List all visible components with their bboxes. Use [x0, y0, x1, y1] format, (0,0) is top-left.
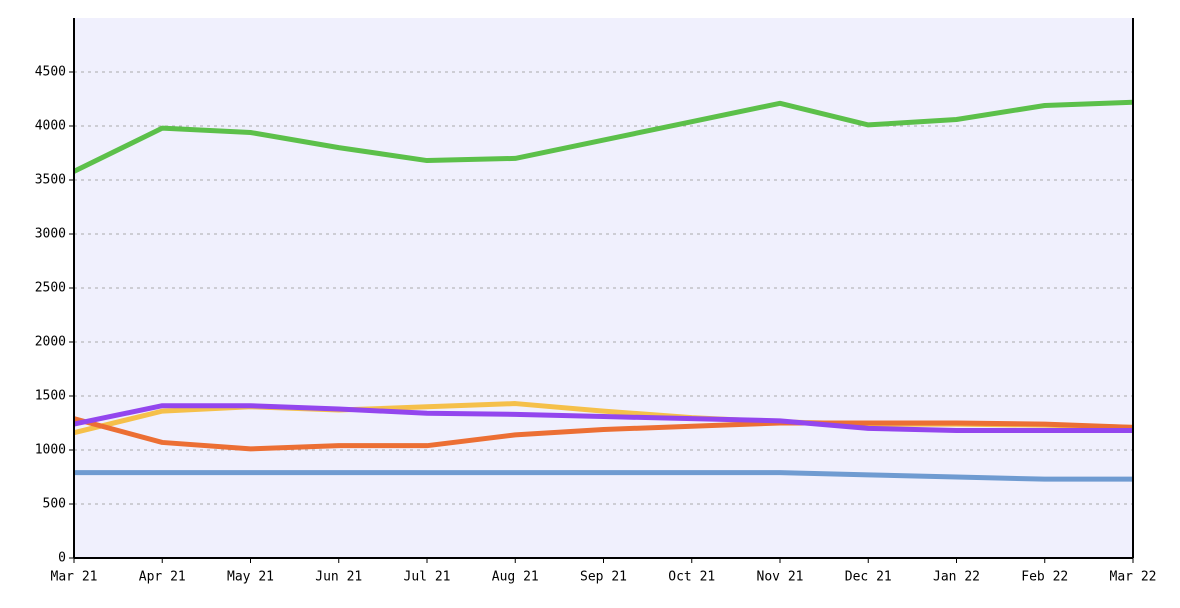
x-tick-label: Jul 21 — [404, 570, 451, 585]
series-line — [72, 99, 1134, 174]
y-tick-label: 3000 — [35, 227, 66, 242]
x-tick-label: Apr 21 — [139, 570, 186, 585]
x-tick-label: Nov 21 — [757, 570, 804, 585]
y-tick-label: 4500 — [35, 65, 66, 80]
x-tick-label: Dec 21 — [845, 570, 892, 585]
x-tick-label: May 21 — [227, 570, 274, 585]
y-tick-label: 1500 — [35, 389, 66, 404]
y-tick-label: 2000 — [35, 335, 66, 350]
y-tick-label: 500 — [43, 497, 66, 512]
y-tick-label: 1000 — [35, 443, 66, 458]
y-tick-label: 4000 — [35, 119, 66, 134]
x-tick-label: Jan 22 — [933, 570, 980, 585]
series-line — [74, 470, 1133, 482]
x-tick-label: Feb 22 — [1021, 570, 1068, 585]
x-tick-label: Mar 21 — [51, 570, 98, 585]
x-tick-label: Mar 22 — [1110, 570, 1157, 585]
y-tick-label: 3500 — [35, 173, 66, 188]
x-tick-label: Oct 21 — [668, 570, 715, 585]
series-line — [73, 403, 1133, 434]
x-tick-label: Sep 21 — [580, 570, 627, 585]
x-tick-label: Jun 21 — [315, 570, 362, 585]
y-tick-label: 0 — [58, 551, 66, 566]
x-tick-label: Aug 21 — [492, 570, 539, 585]
series-line — [73, 416, 1134, 452]
y-tick-label: 2500 — [35, 281, 66, 296]
